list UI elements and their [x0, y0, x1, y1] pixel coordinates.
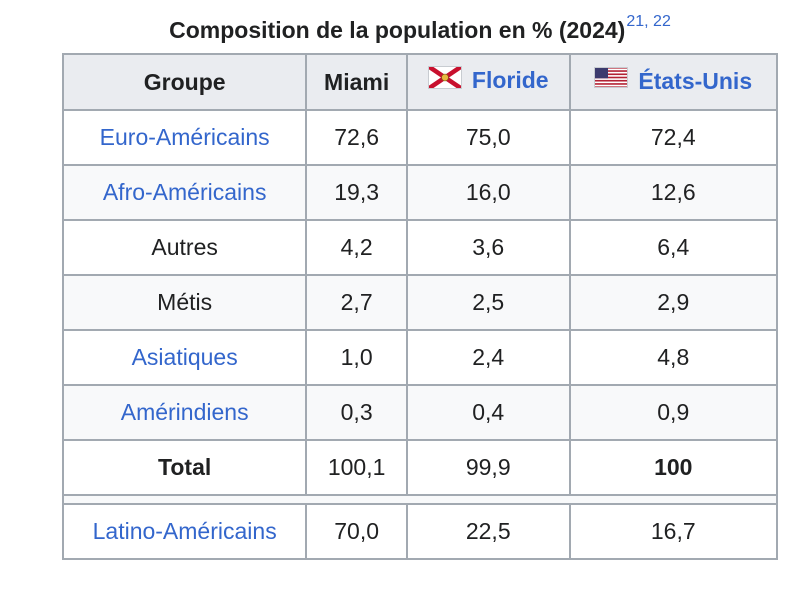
group-cell: Latino-Américains [61, 503, 308, 560]
floride-cell: 3,6 [405, 219, 571, 276]
table-row: Autres 4,2 3,6 6,4 [61, 219, 779, 276]
group-link[interactable]: Euro-Américains [99, 124, 270, 150]
table-caption: Composition de la population en % (2024)… [62, 10, 778, 50]
table-row: Amérindiens 0,3 0,4 0,9 [61, 384, 779, 441]
caption-refs[interactable]: 21, 22 [626, 13, 670, 30]
separator-row [62, 494, 778, 505]
group-cell: Afro-Américains [61, 164, 308, 221]
total-row: Total 100,1 99,9 100 [61, 439, 779, 496]
miami-cell: 19,3 [305, 164, 408, 221]
table-row: Asiatiques 1,0 2,4 4,8 [61, 329, 779, 386]
group-link[interactable]: Amérindiens [120, 399, 249, 425]
header-row: Groupe Miami Floride [61, 53, 779, 111]
usa-cell: 4,8 [568, 329, 779, 386]
group-link[interactable]: Asiatiques [131, 344, 238, 370]
florida-flag-icon[interactable] [426, 63, 464, 95]
miami-cell: 72,6 [305, 109, 408, 166]
latino-link[interactable]: Latino-Américains [92, 518, 277, 544]
floride-cell: 2,5 [405, 274, 571, 331]
total-floride: 99,9 [405, 439, 571, 496]
miami-cell: 0,3 [305, 384, 408, 441]
floride-cell: 22,5 [405, 503, 571, 560]
caption-title: Composition de la population en % (2024) [169, 17, 626, 43]
table-row: Euro-Américains 72,6 75,0 72,4 [61, 109, 779, 166]
group-cell: Autres [61, 219, 308, 276]
usa-cell: 16,7 [568, 503, 779, 560]
miami-cell: 70,0 [305, 503, 408, 560]
population-table: Groupe Miami Floride [61, 53, 779, 560]
total-label: Total [61, 439, 308, 496]
etats-unis-link[interactable]: États-Unis [638, 67, 753, 94]
header-floride: Floride [405, 53, 571, 111]
floride-link[interactable]: Floride [471, 67, 549, 94]
usa-cell: 12,6 [568, 164, 779, 221]
table-row: Afro-Américains 19,3 16,0 12,6 [61, 164, 779, 221]
usa-cell: 6,4 [568, 219, 779, 276]
header-groupe: Groupe [61, 53, 308, 111]
floride-cell: 0,4 [405, 384, 571, 441]
usa-cell: 2,9 [568, 274, 779, 331]
usa-flag-icon[interactable] [594, 67, 629, 94]
group-cell: Métis [61, 274, 308, 331]
reference-link[interactable]: 21, 22 [626, 13, 671, 30]
total-usa: 100 [568, 439, 779, 496]
miami-cell: 4,2 [305, 219, 408, 276]
separator-cell [62, 494, 778, 505]
floride-cell: 75,0 [405, 109, 571, 166]
miami-cell: 2,7 [305, 274, 408, 331]
latino-row: Latino-Américains 70,0 22,5 16,7 [61, 503, 779, 560]
group-cell: Asiatiques [61, 329, 308, 386]
miami-cell: 1,0 [305, 329, 408, 386]
usa-cell: 72,4 [568, 109, 779, 166]
floride-cell: 16,0 [405, 164, 571, 221]
table-row: Métis 2,7 2,5 2,9 [61, 274, 779, 331]
total-miami: 100,1 [305, 439, 408, 496]
usa-cell: 0,9 [568, 384, 779, 441]
group-cell: Euro-Américains [61, 109, 308, 166]
group-link[interactable]: Afro-Américains [102, 179, 267, 205]
floride-cell: 2,4 [405, 329, 571, 386]
group-cell: Amérindiens [61, 384, 308, 441]
header-etats-unis: États-Unis [568, 53, 779, 111]
header-miami: Miami [305, 53, 408, 111]
